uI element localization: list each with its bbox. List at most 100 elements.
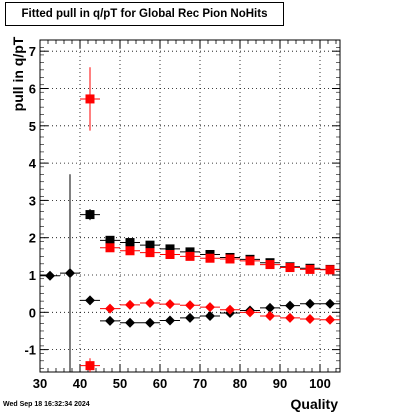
square-marker [165, 249, 175, 259]
diamond-marker [305, 314, 315, 325]
marks-layer [40, 67, 340, 372]
timestamp-label: Wed Sep 18 16:32:34 2024 [3, 401, 90, 408]
y-tick-label: 2 [29, 231, 36, 246]
square-marker [225, 254, 235, 264]
square-marker [85, 210, 95, 220]
data-point [180, 251, 200, 261]
square-marker [305, 264, 315, 274]
y-tick-label: 0 [29, 305, 36, 320]
x-tick-label: 90 [273, 376, 287, 391]
diamond-marker [205, 311, 215, 322]
y-tick-label: 3 [29, 193, 36, 208]
diamond-marker [305, 298, 315, 309]
x-tick-label: 100 [309, 376, 331, 391]
diamond-marker [285, 312, 295, 323]
diamond-marker [245, 307, 255, 318]
diamond-marker [185, 312, 195, 323]
data-point [40, 270, 60, 281]
x-tick-label: 50 [113, 376, 127, 391]
data-point [60, 174, 80, 372]
square-marker [145, 240, 155, 250]
data-point [220, 304, 240, 315]
x-tick-label: 60 [153, 376, 167, 391]
x-tick-label: 30 [33, 376, 47, 391]
square-marker [145, 248, 155, 258]
data-point [260, 302, 280, 313]
square-marker [85, 361, 95, 371]
diamond-marker [285, 300, 295, 311]
data-point [140, 297, 160, 308]
diamond-marker [325, 298, 335, 309]
x-tick-label: 80 [233, 376, 247, 391]
data-point [140, 248, 160, 258]
data-point [120, 238, 140, 248]
chart-title: Fitted pull in q/pT for Global Rec Pion … [5, 2, 284, 26]
diamond-marker [45, 270, 55, 281]
data-point [100, 303, 120, 314]
square-marker [105, 235, 115, 245]
data-point [240, 256, 260, 266]
y-tick-label: -1 [24, 343, 36, 358]
data-point [160, 249, 180, 259]
square-marker [125, 238, 135, 248]
data-point [280, 312, 300, 323]
diamond-marker [145, 297, 155, 308]
diamond-marker [265, 302, 275, 313]
data-point [320, 314, 340, 325]
data-point [300, 314, 320, 325]
data-point [320, 265, 340, 275]
y-tick-label: 7 [29, 44, 36, 59]
square-marker [205, 253, 215, 263]
square-marker [105, 243, 115, 253]
data-point [140, 317, 160, 328]
x-tick-label: 70 [193, 376, 207, 391]
diamond-marker [125, 299, 135, 310]
y-tick-label: 1 [29, 268, 36, 283]
data-point [80, 208, 100, 221]
data-point [200, 253, 220, 263]
ticks-layer: 30 40 50 60 70 80 90 100 -1 0 1 2 3 4 5 6 7 [24, 40, 340, 391]
data-point [80, 358, 100, 372]
data-point [180, 312, 200, 323]
square-marker [265, 260, 275, 270]
data-point [100, 243, 120, 253]
data-point [120, 246, 140, 256]
diamond-marker [225, 304, 235, 315]
grid-layer [40, 40, 340, 372]
data-point [140, 240, 160, 250]
square-marker [285, 263, 295, 273]
plot-frame [39, 39, 341, 373]
square-marker [125, 246, 135, 256]
data-point [100, 315, 120, 326]
diamond-marker [325, 314, 335, 325]
square-marker [325, 265, 335, 275]
data-point [280, 263, 300, 273]
data-point [160, 315, 180, 326]
data-point [320, 298, 340, 309]
diamond-marker [205, 302, 215, 313]
data-point [280, 300, 300, 311]
y-tick-label: 5 [29, 119, 36, 134]
x-tick-label: 40 [73, 376, 87, 391]
data-point [120, 299, 140, 310]
diamond-marker [185, 300, 195, 311]
data-point [120, 317, 140, 328]
data-point [100, 235, 120, 245]
square-marker [185, 251, 195, 261]
data-point [260, 311, 280, 322]
diamond-marker [105, 303, 115, 314]
diamond-marker [145, 317, 155, 328]
data-point [160, 244, 180, 254]
data-point [240, 307, 260, 318]
y-axis-label: pull in q/pT [10, 36, 26, 112]
data-point [200, 302, 220, 313]
data-point [300, 264, 320, 274]
diamond-marker [125, 317, 135, 328]
square-marker [165, 244, 175, 254]
diamond-marker [85, 295, 95, 306]
data-point [180, 300, 200, 311]
data-point [220, 254, 240, 264]
y-tick-label: 4 [29, 156, 37, 171]
square-marker [245, 256, 255, 266]
